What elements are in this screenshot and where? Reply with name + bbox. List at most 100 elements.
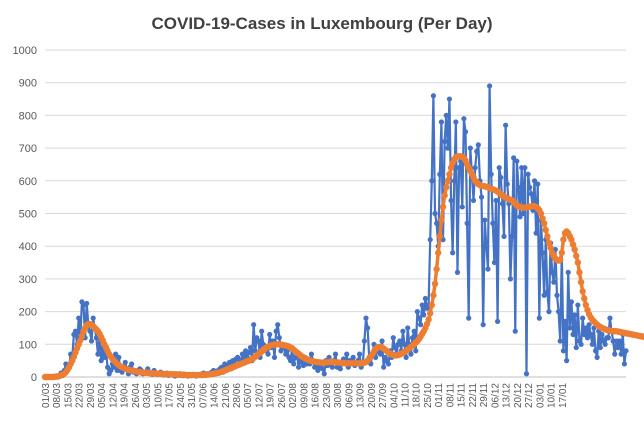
daily_cases-point — [276, 335, 282, 341]
daily_cases-point — [605, 335, 611, 341]
x-tick-label: 04/10 — [389, 383, 400, 408]
chart-title: COVID-19-Cases in Luxembourg (Per Day) — [151, 14, 493, 33]
daily_cases-point — [586, 322, 592, 328]
daily_cases-point — [246, 349, 252, 356]
moving_average-point — [545, 239, 553, 247]
daily_cases-point — [546, 309, 552, 315]
daily_cases-point — [522, 165, 528, 171]
daily_cases-point — [531, 178, 538, 184]
daily_cases-point — [535, 181, 541, 187]
daily_cases-point — [363, 315, 369, 321]
daily_cases-point — [536, 315, 542, 321]
moving_average-point — [560, 236, 567, 243]
x-tick-label: 01/11 — [434, 383, 445, 408]
daily_cases-point — [321, 371, 327, 377]
moving_average-point — [571, 246, 578, 253]
x-tick-label: 16/08 — [311, 383, 322, 408]
series-daily_cases — [42, 83, 629, 380]
daily_cases-point — [512, 328, 518, 334]
daily_cases-point — [90, 315, 96, 321]
daily_cases-point — [414, 309, 420, 315]
series-moving_average — [41, 153, 644, 381]
x-tick-label: 20/09 — [367, 383, 378, 408]
daily_cases-point — [485, 266, 491, 272]
daily_cases-point — [251, 322, 257, 328]
daily_cases-point — [453, 119, 459, 125]
x-tick-label: 28/06 — [232, 383, 243, 408]
daily_cases-point — [122, 359, 128, 365]
daily_cases-point — [422, 295, 428, 302]
daily_cases-point — [495, 318, 501, 325]
x-tick-label: 08/03 — [52, 383, 63, 408]
x-tick-label: 26/04 — [131, 383, 142, 408]
daily_cases-point — [602, 341, 608, 347]
daily_cases-point — [385, 361, 392, 367]
daily_cases-point — [615, 344, 621, 351]
x-tick-label: 01/03 — [41, 383, 52, 408]
moving_average-point — [430, 292, 437, 299]
x-tick-label: 31/05 — [187, 383, 198, 408]
x-tick-label: 24/05 — [176, 383, 187, 408]
daily_cases-point — [509, 233, 515, 239]
daily_cases-point — [583, 325, 589, 331]
daily_cases-point — [514, 158, 520, 164]
daily_cases-point — [621, 361, 628, 367]
x-tick-label: 18/10 — [412, 383, 423, 408]
daily_cases-point — [265, 351, 271, 357]
daily_cases-point — [575, 302, 581, 308]
moving_average-point — [557, 256, 564, 264]
daily_cases-point — [493, 197, 499, 204]
moving_average-point — [569, 241, 577, 248]
moving_average-point — [544, 233, 551, 240]
x-tick-label: 29/03 — [86, 383, 97, 408]
daily_cases-point — [480, 322, 486, 328]
daily_cases-point — [607, 315, 613, 321]
daily_cases-point — [287, 358, 294, 364]
x-tick-label: 13/12 — [502, 383, 513, 408]
daily_cases-point — [499, 201, 506, 207]
daily_cases-point — [466, 315, 472, 321]
daily_cases-point — [570, 331, 576, 338]
x-tick-label: 07/06 — [198, 383, 209, 408]
daily_cases-point — [413, 348, 419, 354]
daily_cases-point — [517, 214, 523, 220]
daily_cases-point — [584, 335, 591, 341]
moving_average-point — [537, 210, 545, 217]
x-tick-label: 15/11 — [457, 383, 468, 408]
moving_average-point — [573, 252, 580, 260]
daily_cases-point — [474, 148, 480, 154]
daily_cases-point — [549, 269, 555, 275]
daily_cases-point — [523, 371, 530, 377]
daily_cases-point — [312, 364, 318, 370]
daily_cases-point — [565, 269, 571, 275]
daily_cases-point — [562, 318, 568, 325]
daily_cases-point — [72, 328, 79, 334]
series-layer — [41, 83, 644, 381]
daily_cases-point — [365, 325, 371, 331]
daily_cases-point — [98, 358, 104, 364]
moving_average-point — [426, 310, 434, 317]
x-tick-label: 09/08 — [299, 383, 310, 408]
x-tick-label: 22/03 — [75, 383, 86, 408]
daily_cases-point — [578, 341, 584, 347]
y-axis: 0 100 200 300 400 500 600 700 800 900 1000 — [13, 45, 37, 384]
daily_cases-point — [278, 348, 284, 354]
daily_cases-point — [377, 351, 384, 357]
daily_cases-point — [84, 300, 90, 307]
daily_cases-point — [434, 220, 440, 226]
moving_average-point — [547, 244, 554, 252]
moving_average-point — [558, 249, 565, 256]
daily_cases-point — [421, 312, 427, 318]
moving_average-point — [540, 220, 548, 227]
x-tick-label: 12/07 — [254, 383, 265, 408]
daily_cases-point — [539, 250, 546, 256]
daily_cases-point — [572, 312, 578, 318]
daily_cases-point — [486, 83, 493, 89]
daily_cases-point — [430, 93, 436, 99]
y-tick-label: 300 — [19, 274, 37, 286]
daily_cases-point — [255, 338, 262, 344]
daily_cases-point — [438, 119, 445, 125]
x-tick-label: 06/09 — [344, 383, 355, 408]
moving_average-point — [576, 269, 583, 276]
daily_cases-point — [400, 328, 406, 334]
